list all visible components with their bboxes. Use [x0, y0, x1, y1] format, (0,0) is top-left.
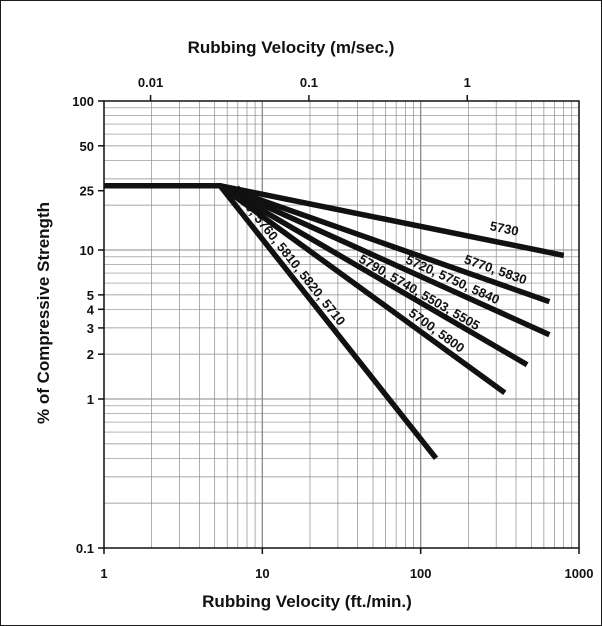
- y-tick-label: 25: [80, 184, 94, 199]
- series-label: 5730: [489, 218, 520, 238]
- y-tick-label: 2: [87, 347, 94, 362]
- x-top-tick-label: 0.1: [300, 75, 318, 90]
- y-tick-label: 1: [87, 392, 94, 407]
- grid: [103, 100, 580, 549]
- plot-border: [103, 100, 580, 549]
- series-label-group: 5730: [489, 218, 520, 238]
- x-tick-label: 100: [410, 566, 432, 581]
- y-tick-label: 100: [72, 94, 94, 109]
- y-tick-label: 50: [80, 139, 94, 154]
- y-tick-label: 0.1: [76, 541, 94, 556]
- x-tick-label: 1000: [565, 566, 594, 581]
- x-axis-title: Rubbing Velocity (ft./min.): [202, 592, 412, 611]
- y-axis-title: % of Compressive Strength: [34, 202, 53, 424]
- x-axis-title-top: Rubbing Velocity (m/sec.): [188, 38, 395, 57]
- y-tick-label: 4: [87, 302, 95, 317]
- y-tick-label: 10: [80, 243, 94, 258]
- x-tick-label: 1: [100, 566, 107, 581]
- x-top-tick-label: 1: [464, 75, 471, 90]
- x-top-tick-label: 0.01: [138, 75, 163, 90]
- series-lines: [104, 182, 565, 461]
- y-tick-label: 3: [87, 321, 94, 336]
- tick-labels: 1 10 100 1000 0.01 0.1 1 100 50 25 10 54 3 2 1 0.1: [72, 75, 593, 581]
- y-tick-label: 5: [87, 288, 94, 303]
- series-line: [104, 182, 439, 461]
- x-tick-label: 10: [255, 566, 269, 581]
